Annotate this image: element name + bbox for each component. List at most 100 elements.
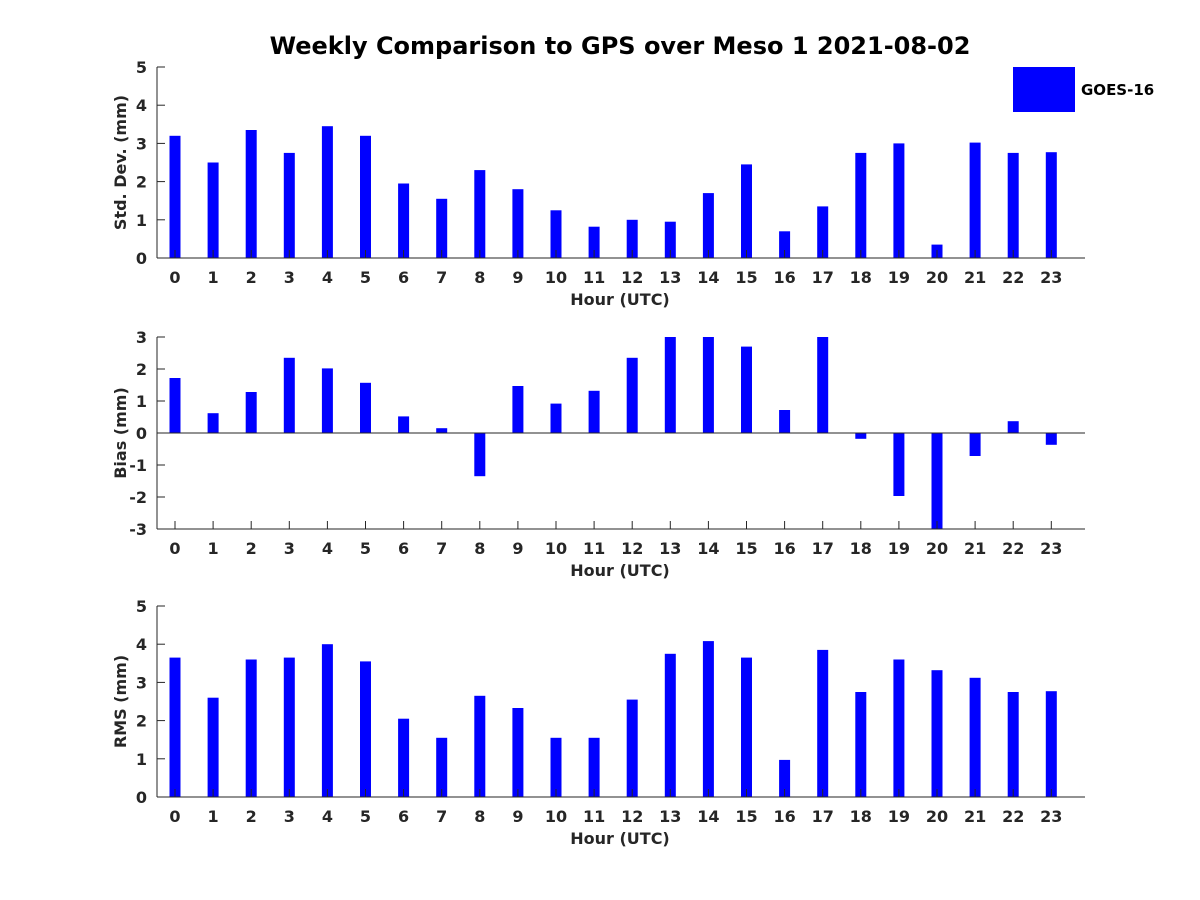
rms-bar-17 <box>817 649 829 797</box>
rms-bar-6 <box>398 718 410 797</box>
rms-ytick-label: 5 <box>136 597 147 616</box>
bias-xtick-label: 2 <box>246 539 257 558</box>
rms-xtick-label: 20 <box>926 807 948 826</box>
rms-xtick-label: 8 <box>474 807 485 826</box>
std-dev-xtick-label: 5 <box>360 268 371 287</box>
std-dev-bar-23 <box>1045 152 1057 258</box>
std-dev-ytick-label: 5 <box>136 58 147 77</box>
std-dev-xtick-label: 2 <box>246 268 257 287</box>
bias-ytick-label: 1 <box>136 392 147 411</box>
std-dev-bar-1 <box>207 162 219 258</box>
rms-xtick-label: 6 <box>398 807 409 826</box>
bias-bar-10 <box>550 403 562 433</box>
rms-xtick-label: 17 <box>812 807 834 826</box>
std-dev-xtick-label: 15 <box>735 268 757 287</box>
bias-xtick-label: 18 <box>850 539 872 558</box>
std-dev-xtick-label: 3 <box>284 268 295 287</box>
std-dev-xtick-label: 19 <box>888 268 910 287</box>
bias-bar-12 <box>626 357 638 433</box>
bias-bar-3 <box>283 357 295 433</box>
std-dev-bar-12 <box>626 219 638 258</box>
rms-bar-2 <box>245 659 257 797</box>
rms-xtick-label: 21 <box>964 807 986 826</box>
legend: GOES-16 <box>1013 67 1154 112</box>
std-dev-xtick-label: 4 <box>322 268 333 287</box>
std-dev-xlabel: Hour (UTC) <box>570 290 670 309</box>
bias-ytick-label: 2 <box>136 360 147 379</box>
std-dev-ylabel: Std. Dev. (mm) <box>111 95 130 230</box>
std-dev-xtick-label: 14 <box>697 268 719 287</box>
bias-xtick-label: 9 <box>512 539 523 558</box>
std-dev-ytick-label: 3 <box>136 134 147 153</box>
rms-bar-14 <box>702 641 714 797</box>
bias-ytick-label: 0 <box>136 424 147 443</box>
std-dev-bar-6 <box>398 183 410 258</box>
std-dev-bar-13 <box>664 221 676 258</box>
bias-bar-20 <box>931 433 943 529</box>
bias-bar-21 <box>969 433 981 456</box>
bias-xtick-label: 15 <box>735 539 757 558</box>
std-dev-bar-3 <box>283 152 295 258</box>
std-dev-bar-7 <box>436 198 448 258</box>
rms-bar-3 <box>283 657 295 797</box>
std-dev-ytick-label: 0 <box>136 249 147 268</box>
std-dev-xtick-label: 16 <box>773 268 795 287</box>
rms-ylabel: RMS (mm) <box>111 655 130 748</box>
std-dev-bar-5 <box>360 135 371 258</box>
bias-xtick-label: 3 <box>284 539 295 558</box>
rms-bar-19 <box>893 659 905 797</box>
rms-bar-20 <box>931 670 943 797</box>
bias-xtick-label: 16 <box>773 539 795 558</box>
rms-bar-1 <box>207 697 219 797</box>
std-dev-bar-19 <box>893 143 905 258</box>
bias-xtick-label: 17 <box>812 539 834 558</box>
std-dev-ytick-label: 4 <box>136 96 147 115</box>
std-dev-xtick-label: 11 <box>583 268 605 287</box>
rms-bar-15 <box>741 657 752 797</box>
std-dev-bar-8 <box>474 170 486 258</box>
bias-ytick-label: -2 <box>129 488 147 507</box>
std-dev-xtick-label: 10 <box>545 268 567 287</box>
bias-xtick-label: 8 <box>474 539 485 558</box>
rms-bar-11 <box>588 737 600 797</box>
bias-bar-2 <box>245 392 257 433</box>
std-dev-ytick-label: 2 <box>136 173 147 192</box>
std-dev-bar-21 <box>969 142 981 258</box>
std-dev-bar-4 <box>321 126 333 258</box>
legend-swatch <box>1013 67 1075 112</box>
rms-xtick-label: 9 <box>512 807 523 826</box>
rms-bar-18 <box>855 692 867 797</box>
rms-xtick-label: 22 <box>1002 807 1024 826</box>
rms-bar-9 <box>512 708 524 797</box>
std-dev-bar-18 <box>855 152 867 258</box>
std-dev-bar-10 <box>550 210 562 259</box>
std-dev-bar-2 <box>245 130 257 258</box>
rms-xtick-label: 15 <box>735 807 757 826</box>
rms-ytick-label: 0 <box>136 788 147 807</box>
std-dev-bar-11 <box>588 226 600 258</box>
std-dev-xtick-label: 13 <box>659 268 681 287</box>
rms-xtick-label: 3 <box>284 807 295 826</box>
bias-bar-6 <box>398 416 410 433</box>
bias-xtick-label: 12 <box>621 539 643 558</box>
rms-ytick-label: 1 <box>136 750 147 769</box>
rms-bar-13 <box>664 653 676 798</box>
rms-bar-4 <box>321 644 333 797</box>
rms-bar-7 <box>436 737 448 797</box>
bias-xtick-label: 0 <box>169 539 180 558</box>
rms-xtick-label: 13 <box>659 807 681 826</box>
bias-bar-22 <box>1007 421 1019 433</box>
bias-bar-9 <box>512 386 524 433</box>
std-dev-xtick-label: 18 <box>850 268 872 287</box>
rms-xtick-label: 16 <box>773 807 795 826</box>
bias-bar-19 <box>893 433 905 496</box>
bias-xtick-label: 4 <box>322 539 333 558</box>
chart-title: Weekly Comparison to GPS over Meso 1 202… <box>270 32 971 60</box>
bias-bar-16 <box>779 410 791 433</box>
bias-ylabel: Bias (mm) <box>111 387 130 479</box>
rms-xtick-label: 2 <box>246 807 257 826</box>
bias-xlabel: Hour (UTC) <box>570 561 670 580</box>
bias-ytick-label: -3 <box>129 520 147 539</box>
